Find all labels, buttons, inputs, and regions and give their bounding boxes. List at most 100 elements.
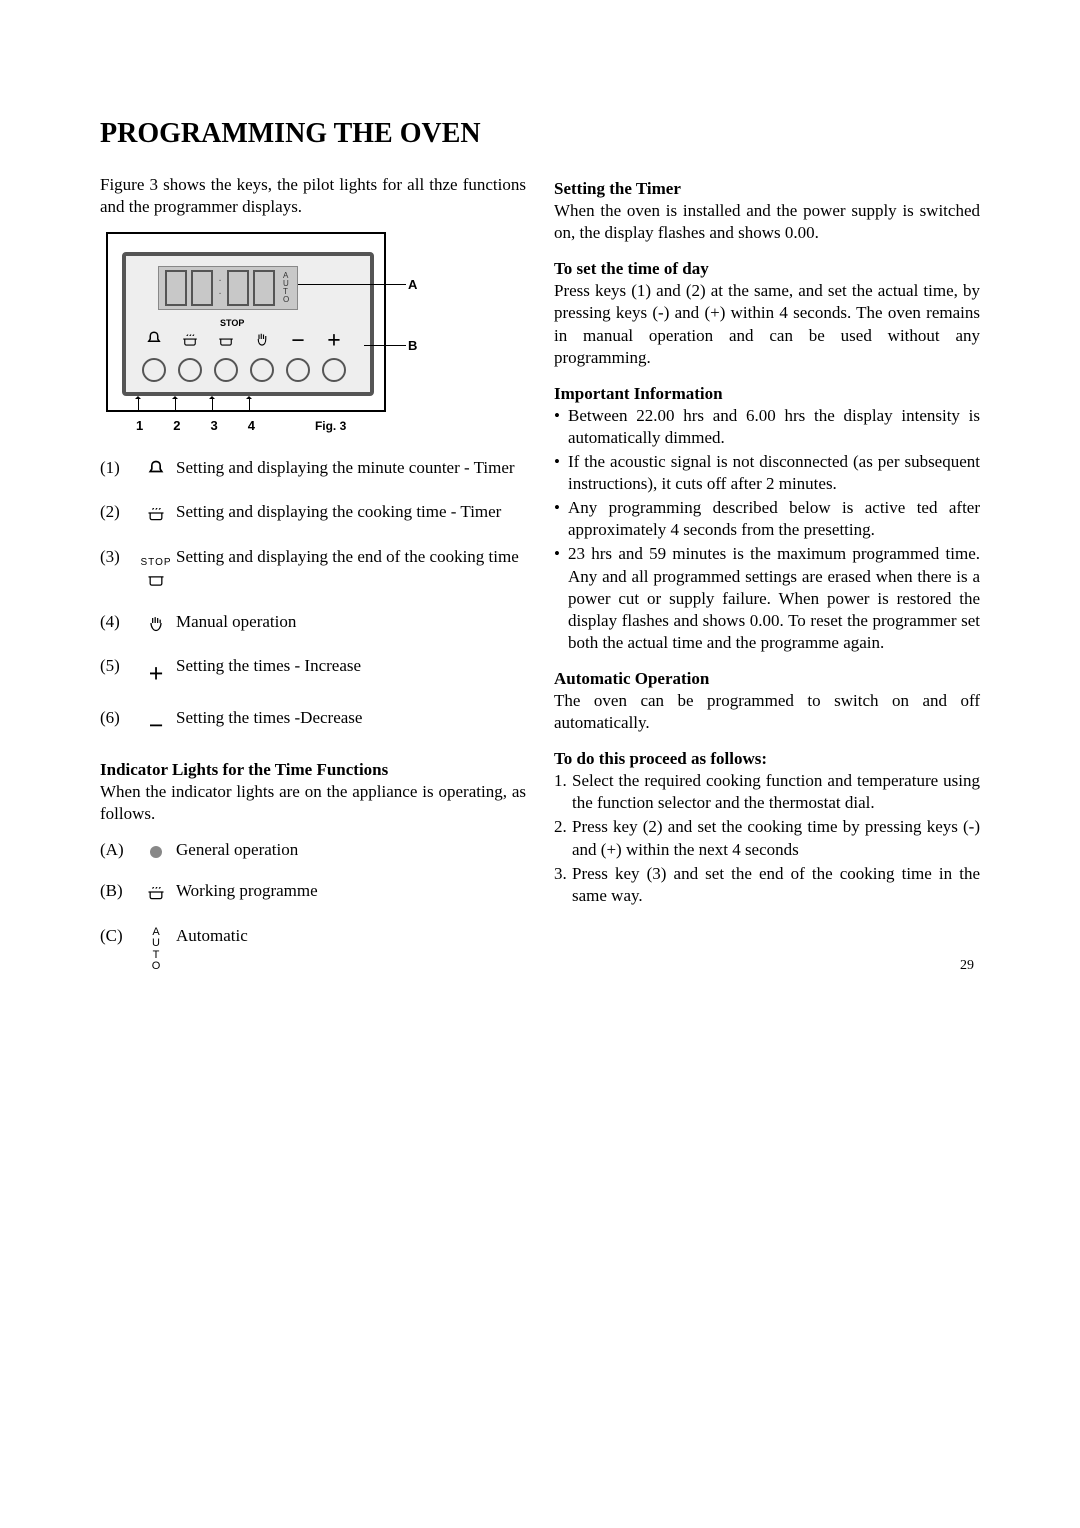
bullet-text: If the acoustic signal is not disconnect…	[568, 451, 980, 495]
setting-timer-heading: Setting the Timer	[554, 178, 980, 200]
time-of-day-body: Press keys (1) and (2) at the same, and …	[554, 280, 980, 368]
manual-page: PROGRAMMING THE OVEN Figure 3 shows the …	[0, 0, 1080, 989]
digit-segment	[191, 270, 213, 306]
legend-num: (4)	[100, 611, 136, 639]
minus-icon: −	[286, 326, 310, 357]
legend-text: Manual operation	[176, 611, 526, 639]
hand-icon	[136, 611, 176, 639]
auto-indicator: AUTO	[283, 272, 289, 304]
step-item: 3.Press key (3) and set the end of the c…	[554, 863, 980, 907]
indicator-heading: Indicator Lights for the Time Functions	[100, 759, 526, 781]
indicator-text: Working programme	[176, 880, 526, 908]
panel-button	[322, 358, 346, 382]
panel-frame: ·· AUTO STOP	[122, 252, 374, 396]
legend-num: (1)	[100, 457, 136, 485]
list-item: •If the acoustic signal is not disconnec…	[554, 451, 980, 495]
bullet-text: Any programming described below is activ…	[568, 497, 980, 541]
fig-num: 3	[210, 418, 217, 435]
panel-button	[214, 358, 238, 382]
pot-icon	[136, 501, 176, 529]
arrow-markers	[138, 397, 250, 411]
legend-num: (3)	[100, 546, 136, 595]
automatic-operation-body: The oven can be programmed to switch on …	[554, 690, 980, 734]
pot-stop-icon: STOP	[136, 546, 176, 595]
proceed-heading: To do this proceed as follows:	[554, 748, 980, 770]
step-text: Select the required cooking function and…	[572, 770, 980, 814]
automatic-operation-heading: Automatic Operation	[554, 668, 980, 690]
time-of-day-heading: To set the time of day	[554, 258, 980, 280]
indicator-text: Automatic	[176, 925, 526, 973]
indicator-legend: (A) General operation (B) Working progra…	[100, 839, 526, 973]
list-item: •23 hrs and 59 minutes is the maximum pr…	[554, 543, 980, 653]
digit-segment	[165, 270, 187, 306]
panel-button	[286, 358, 310, 382]
legend-num: (2)	[100, 501, 136, 529]
step-item: 1.Select the required cooking function a…	[554, 770, 980, 814]
hand-icon	[250, 330, 274, 354]
indicator-num: (A)	[100, 839, 136, 864]
callout-line-b	[364, 345, 406, 346]
legend-item: (1) Setting and displaying the minute co…	[100, 457, 526, 485]
indicator-item: (A) General operation	[100, 839, 526, 864]
right-column: Setting the Timer When the oven is insta…	[554, 174, 980, 989]
plus-icon: +	[322, 326, 346, 357]
callout-line-a	[298, 284, 406, 285]
bullet-text: Between 22.00 hrs and 6.00 hrs the displ…	[568, 405, 980, 449]
key-legend: (1) Setting and displaying the minute co…	[100, 457, 526, 743]
plus-icon: +	[136, 655, 176, 691]
legend-text: Setting and displaying the minute counte…	[176, 457, 526, 485]
procedure-steps: 1.Select the required cooking function a…	[554, 770, 980, 907]
list-item: •Any programming described below is acti…	[554, 497, 980, 541]
legend-item: (4) Manual operation	[100, 611, 526, 639]
button-row	[142, 358, 346, 382]
callout-a: A	[408, 277, 417, 294]
indicator-body: When the indicator lights are on the app…	[100, 781, 526, 825]
setting-timer-body: When the oven is installed and the power…	[554, 200, 980, 244]
list-item: •Between 22.00 hrs and 6.00 hrs the disp…	[554, 405, 980, 449]
minus-icon: −	[136, 707, 176, 743]
fig-num: 1	[136, 418, 143, 435]
figure-label: Fig. 3	[315, 419, 346, 435]
legend-num: (6)	[100, 707, 136, 743]
legend-num: (5)	[100, 655, 136, 691]
callout-b: B	[408, 338, 417, 355]
digit-segment	[253, 270, 275, 306]
legend-text: Setting the times - Increase	[176, 655, 526, 691]
indicator-item: (B) Working programme	[100, 880, 526, 908]
bell-icon	[136, 457, 176, 485]
legend-text: Setting and displaying the end of the co…	[176, 546, 526, 595]
clock-dots: ··	[217, 275, 223, 301]
important-info-heading: Important Information	[554, 383, 980, 405]
legend-item: (3) STOP Setting and displaying the end …	[100, 546, 526, 595]
step-item: 2.Press key (2) and set the cooking time…	[554, 816, 980, 860]
legend-item: (2) Setting and displaying the cooking t…	[100, 501, 526, 529]
step-text: Press key (2) and set the cooking time b…	[572, 816, 980, 860]
pot-stop-icon	[214, 330, 238, 354]
intro-paragraph: Figure 3 shows the keys, the pilot light…	[100, 174, 526, 218]
panel-button	[142, 358, 166, 382]
important-info-list: •Between 22.00 hrs and 6.00 hrs the disp…	[554, 405, 980, 654]
panel-button	[178, 358, 202, 382]
pot-icon	[178, 330, 202, 354]
legend-text: Setting and displaying the cooking time …	[176, 501, 526, 529]
digit-segment	[227, 270, 249, 306]
figure-numbers: 1 2 3 4	[136, 418, 255, 435]
legend-item: (6) − Setting the times -Decrease	[100, 707, 526, 743]
bullet-text: 23 hrs and 59 minutes is the maximum pro…	[568, 543, 980, 653]
page-title: PROGRAMMING THE OVEN	[100, 118, 980, 150]
bell-icon	[142, 330, 166, 354]
function-icons-row: − +	[142, 326, 346, 357]
panel-button	[250, 358, 274, 382]
fig-num: 4	[248, 418, 255, 435]
indicator-num: (B)	[100, 880, 136, 908]
left-column: Figure 3 shows the keys, the pilot light…	[100, 174, 526, 989]
step-text: Press key (3) and set the end of the coo…	[572, 863, 980, 907]
indicator-text: General operation	[176, 839, 526, 864]
dot-icon	[136, 839, 176, 864]
page-number: 29	[960, 958, 974, 974]
pot-icon	[136, 880, 176, 908]
legend-text: Setting the times -Decrease	[176, 707, 526, 743]
figure-3: ·· AUTO STOP	[100, 232, 526, 435]
indicator-item: (C) AUTO Automatic	[100, 925, 526, 973]
fig-num: 2	[173, 418, 180, 435]
